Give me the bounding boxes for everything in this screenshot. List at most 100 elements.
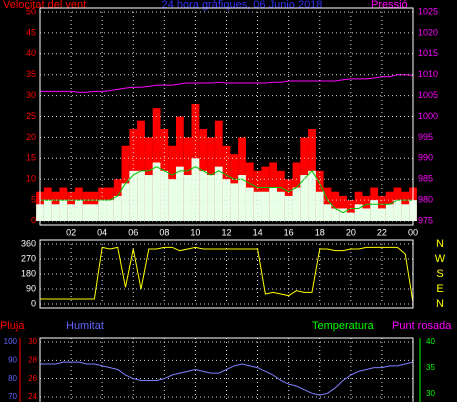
y2-tick-label: W [435, 253, 446, 265]
y-tick-label: 360 [21, 238, 36, 248]
wind-bar [253, 191, 262, 221]
x-tick-label: 12 [221, 227, 231, 237]
left-axis-label: Velocitat del vent [3, 0, 86, 11]
x-tick-label: 18 [315, 227, 325, 237]
right-axis-label: Pressió [371, 0, 408, 11]
y-tick-label: 20 [26, 132, 36, 142]
wind-bar [121, 183, 130, 221]
y2-tick-label: 40 [426, 337, 435, 346]
wind-bar [385, 204, 394, 221]
y2-tick-label: S [436, 268, 443, 280]
wind-bar [74, 200, 83, 221]
x-tick-label: 00 [408, 227, 418, 237]
y2-tick-label: 985 [418, 174, 433, 184]
y-tick-label: 10 [26, 174, 36, 184]
wind-bar [292, 187, 301, 221]
y2-tick-label: 995 [418, 132, 433, 142]
y-tick-label: 90 [8, 355, 17, 364]
wind-bar [129, 170, 138, 221]
x-tick-label: 04 [97, 227, 107, 237]
legend-label: Temperatura [312, 320, 375, 332]
wind-bar [308, 170, 316, 221]
legend-label: Pluja [0, 320, 25, 332]
rain-tick-label: 24 [28, 392, 37, 401]
legend-label: Punt rosada [392, 320, 452, 332]
wind-bar [183, 175, 192, 221]
wind-bar [59, 200, 68, 221]
wind-bar [354, 204, 363, 221]
wind-bar [393, 200, 402, 221]
y-tick-label: 180 [21, 268, 36, 278]
wind-bar [90, 204, 99, 221]
y-tick-label: 80 [8, 374, 17, 383]
y-tick-label: 0 [31, 298, 36, 308]
wind-bar [300, 175, 309, 221]
y-tick-label: 100 [4, 337, 18, 346]
y-tick-label: 25 [26, 111, 36, 121]
wind-bar [43, 200, 52, 221]
y-tick-label: 5 [31, 194, 36, 204]
wind-bar [401, 204, 410, 221]
wind-bar [175, 166, 184, 221]
wind-bar [323, 204, 332, 221]
wind-bar [362, 208, 371, 221]
wind-bar [137, 170, 145, 221]
humidity-line [40, 361, 413, 396]
y2-tick-label: 30 [426, 389, 435, 398]
x-tick-label: 06 [128, 227, 138, 237]
x-tick-label: 22 [377, 227, 387, 237]
wind-bar [238, 175, 246, 221]
x-tick-label: 14 [253, 227, 263, 237]
chart-title: 24 hora gràfiques, 06 Junio 2018 [162, 0, 323, 11]
wind-bar [199, 170, 208, 221]
wind-bar [207, 175, 215, 221]
x-tick-label: 08 [159, 227, 169, 237]
legend-label: Humitat [66, 320, 104, 332]
wind-bar [144, 175, 153, 221]
y2-tick-label: 1000 [418, 111, 438, 121]
wind-bar [331, 191, 340, 221]
wind-bar [277, 191, 285, 221]
x-tick-label: 16 [284, 227, 294, 237]
y-tick-label: 270 [21, 253, 36, 263]
wind-bar [106, 200, 114, 221]
y-tick-label: 50 [26, 6, 36, 16]
rain-tick-label: 28 [28, 355, 37, 364]
wind-bar [378, 208, 386, 221]
y2-tick-label: 1015 [418, 48, 438, 58]
plot-frame [39, 337, 414, 402]
wind-bar [346, 200, 355, 221]
wind-bar [82, 204, 91, 221]
y2-tick-label: 975 [418, 215, 433, 225]
direction-line [40, 246, 414, 303]
y-tick-label: 15 [26, 153, 36, 163]
x-tick-label: 20 [346, 227, 356, 237]
wind-bar [370, 200, 379, 221]
wind-bar [362, 195, 371, 221]
wind-bar [214, 166, 223, 221]
wind-bar [331, 208, 340, 221]
y2-tick-label: 980 [418, 194, 433, 204]
y2-tick-label: 1025 [418, 6, 438, 16]
x-tick-label: 02 [66, 227, 76, 237]
y-tick-label: 0 [31, 215, 36, 225]
wind-bar [98, 200, 107, 221]
y-tick-label: 70 [8, 392, 17, 401]
y-tick-label: 30 [26, 90, 36, 100]
wind-bar [51, 204, 60, 221]
plot-frame [39, 239, 414, 309]
y2-tick-label: N [436, 298, 444, 310]
wind-bar [261, 191, 270, 221]
y2-tick-label: E [436, 283, 443, 295]
wind-bar [113, 195, 122, 221]
x-tick-label: 10 [190, 227, 200, 237]
rain-tick-label: 30 [28, 337, 37, 346]
y2-tick-label: 35 [426, 363, 435, 372]
y-tick-label: 40 [26, 48, 36, 58]
wind-bar [191, 158, 200, 221]
pressure-line [40, 74, 414, 93]
rain-tick-label: 26 [28, 374, 37, 383]
wind-bar [152, 162, 161, 221]
y2-tick-label: 990 [418, 153, 433, 163]
